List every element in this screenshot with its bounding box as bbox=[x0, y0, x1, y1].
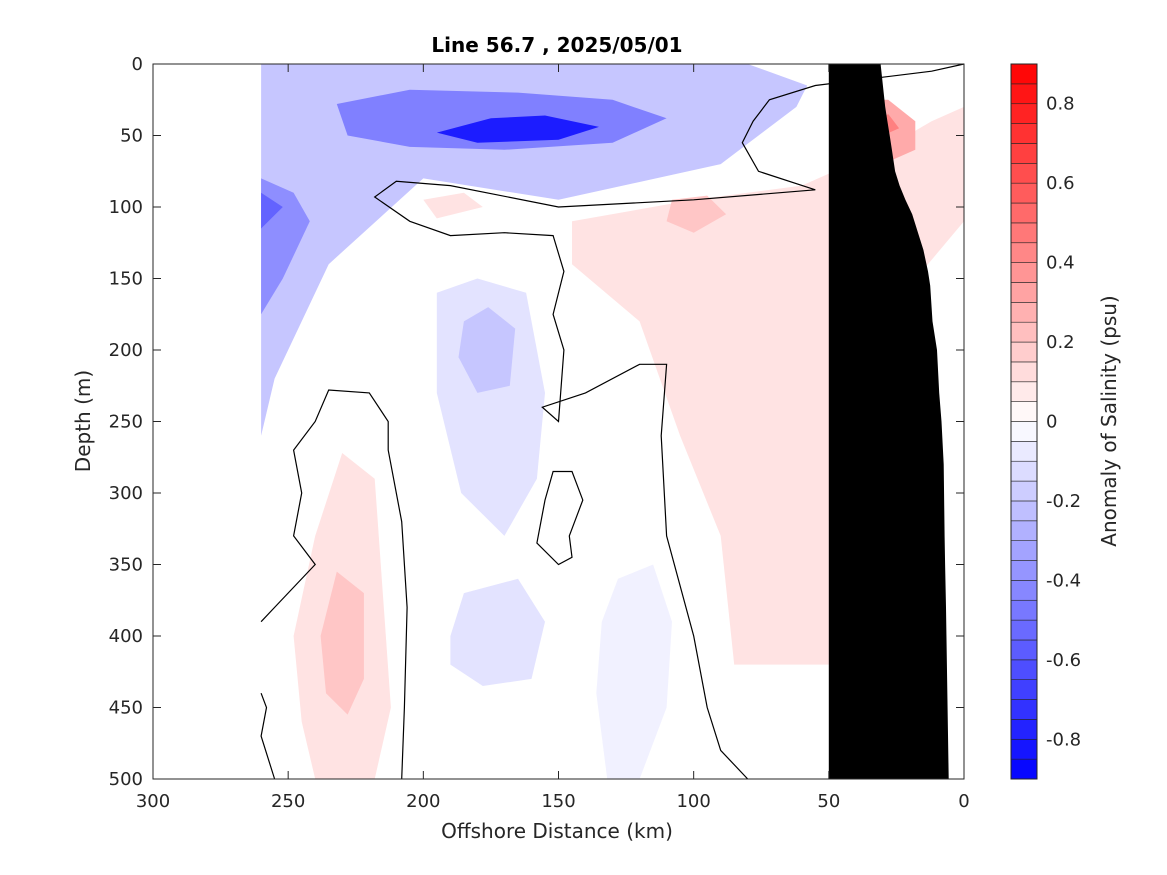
colorbar-swatch bbox=[1010, 659, 1038, 680]
x-axis-label: Offshore Distance (km) bbox=[441, 819, 673, 843]
colorbar-tick-label: -0.2 bbox=[1046, 491, 1081, 512]
colorbar-swatch bbox=[1010, 282, 1038, 303]
zero-contour-line-2 bbox=[260, 389, 408, 780]
colorbar-swatch bbox=[1010, 619, 1038, 641]
anomaly-region-upper-fresh-layer bbox=[261, 64, 808, 436]
y-tick-label: 200 bbox=[109, 340, 143, 361]
colorbar-swatch bbox=[1010, 242, 1038, 263]
y-tick-label: 500 bbox=[109, 769, 143, 790]
colorbar-swatch bbox=[1010, 222, 1038, 244]
colorbar-swatch bbox=[1010, 719, 1038, 740]
zero-contour-line-3 bbox=[260, 692, 276, 780]
x-tick-label: 0 bbox=[958, 791, 969, 812]
colorbar-swatch bbox=[1010, 202, 1038, 224]
y-tick-label: 450 bbox=[109, 698, 143, 719]
colorbar-swatch bbox=[1010, 321, 1038, 343]
x-tick-label: 200 bbox=[406, 791, 440, 812]
colorbar-swatch bbox=[1010, 361, 1038, 383]
colorbar-swatch bbox=[1010, 182, 1038, 204]
colorbar-tick-label: 0.2 bbox=[1046, 332, 1075, 353]
colorbar-swatch bbox=[1010, 163, 1038, 184]
anomaly-region-surface-fresh-max bbox=[436, 115, 599, 143]
plot-area bbox=[152, 63, 965, 780]
colorbar-tick-label: -0.4 bbox=[1046, 570, 1081, 591]
axes-ticks: 300 250 200 150 100 50 00501001502002503003504… bbox=[109, 54, 970, 812]
colorbar-swatch bbox=[1010, 540, 1038, 561]
colorbar-frame bbox=[1010, 63, 1038, 780]
colorbar-label: Anomaly of Salinity (psu) bbox=[1097, 295, 1121, 546]
colorbar-swatch bbox=[1010, 143, 1038, 164]
colorbar-swatch bbox=[1010, 699, 1038, 720]
colorbar-swatch bbox=[1010, 341, 1038, 363]
anomaly-region-deep-fresh-right bbox=[596, 564, 672, 779]
colorbar-swatch bbox=[1010, 63, 1038, 85]
colorbar-swatch bbox=[1010, 460, 1038, 482]
colorbar-tick-label: 0.8 bbox=[1046, 94, 1075, 115]
colorbar-swatch bbox=[1010, 520, 1038, 541]
colorbar-tick-label: 0.4 bbox=[1046, 253, 1075, 274]
colorbar-tick-label: -0.6 bbox=[1046, 650, 1081, 671]
colorbar-swatch bbox=[1010, 421, 1038, 442]
y-tick-label: 350 bbox=[109, 555, 143, 576]
zero-contour-line-1 bbox=[373, 63, 965, 780]
x-tick-label: 150 bbox=[541, 791, 575, 812]
colorbar-tick-label: 0.6 bbox=[1046, 173, 1075, 194]
colorbar-swatch bbox=[1010, 560, 1038, 581]
x-tick-label: 50 bbox=[817, 791, 840, 812]
colorbar-swatch bbox=[1010, 262, 1038, 283]
anomaly-region-mid-salty-patch bbox=[666, 195, 727, 233]
y-tick-label: 100 bbox=[109, 197, 143, 218]
colorbar-swatch bbox=[1010, 401, 1038, 422]
colorbar-swatch bbox=[1010, 83, 1038, 105]
zero-contour-line-4 bbox=[536, 470, 584, 566]
bathymetry-mask bbox=[828, 64, 949, 779]
chart-title: Line 56.7 , 2025/05/01 bbox=[431, 33, 682, 57]
y-tick-label: 0 bbox=[132, 54, 143, 75]
x-tick-label: 250 bbox=[271, 791, 305, 812]
y-tick-label: 300 bbox=[109, 483, 143, 504]
colorbar-swatch bbox=[1010, 679, 1038, 700]
anomaly-region-west-deep-salty-core bbox=[320, 571, 364, 715]
y-tick-label: 250 bbox=[109, 412, 143, 433]
anomaly-region-mid-fresh-core bbox=[458, 307, 516, 393]
y-tick-label: 400 bbox=[109, 626, 143, 647]
anomaly-region-small-salty-patch bbox=[423, 192, 483, 219]
colorbar-swatch bbox=[1010, 441, 1038, 462]
colorbar-swatch bbox=[1010, 580, 1038, 601]
colorbar-swatch bbox=[1010, 480, 1038, 502]
x-tick-label: 300 bbox=[136, 791, 170, 812]
colorbar-swatch bbox=[1010, 103, 1038, 124]
y-tick-label: 150 bbox=[109, 269, 143, 290]
colorbar: 0.8 0.6 0.4 0.2 0 -0.2 -0.4 -0.6 -0.8 bbox=[1010, 63, 1081, 780]
colorbar-swatch bbox=[1010, 639, 1038, 661]
colorbar-swatch bbox=[1010, 381, 1038, 402]
colorbar-swatch bbox=[1010, 599, 1038, 621]
colorbar-tick-label: 0 bbox=[1046, 412, 1057, 433]
colorbar-swatch bbox=[1010, 123, 1038, 144]
colorbar-swatch bbox=[1010, 302, 1038, 323]
colorbar-swatch bbox=[1010, 738, 1038, 760]
y-tick-label: 50 bbox=[120, 126, 143, 147]
x-tick-label: 100 bbox=[676, 791, 710, 812]
anomaly-region-deep-fresh-left bbox=[450, 578, 545, 686]
colorbar-swatch bbox=[1010, 500, 1038, 522]
anomaly-region-west-fresh-max bbox=[261, 192, 283, 229]
colorbar-tick-label: -0.8 bbox=[1046, 729, 1081, 750]
y-axis-label: Depth (m) bbox=[71, 370, 95, 472]
colorbar-swatch bbox=[1010, 758, 1038, 780]
